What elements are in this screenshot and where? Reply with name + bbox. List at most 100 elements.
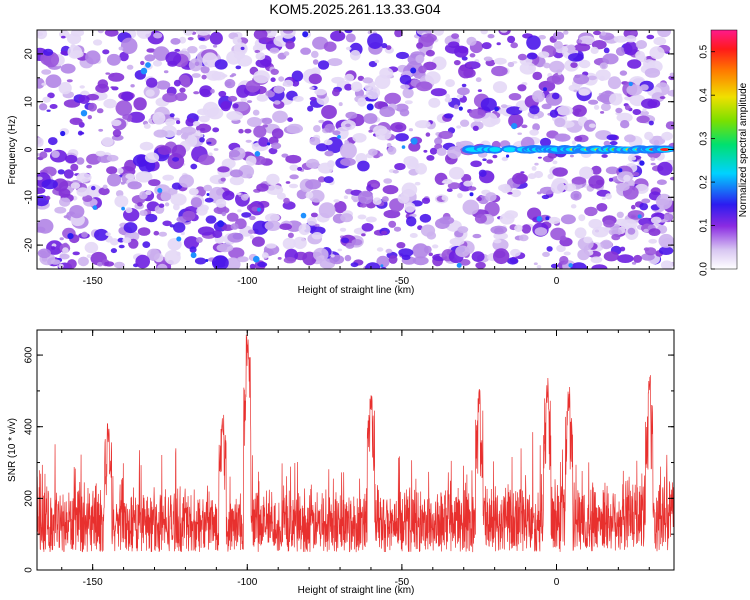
spectrogram-blob-strong xyxy=(536,216,543,222)
spectrogram-blob xyxy=(228,149,241,158)
spectrogram-blob xyxy=(421,197,431,204)
spectrogram-blob xyxy=(245,139,252,143)
spectrogram-blob xyxy=(643,228,649,233)
spectrogram-blob xyxy=(363,113,378,124)
spectrogram-blob xyxy=(603,140,611,147)
spectrogram-blob-strong xyxy=(257,207,261,212)
spectrogram-blob xyxy=(556,105,574,116)
spectrogram-blob xyxy=(139,210,148,216)
spectrogram-blob xyxy=(279,223,293,230)
y-tick-label: 10 xyxy=(24,96,35,108)
spectrogram-blob xyxy=(60,63,76,74)
spectrogram-blob xyxy=(351,239,363,246)
spectrogram-blob xyxy=(660,260,673,269)
spectrogram-blob xyxy=(105,232,111,237)
spectrogram-blob xyxy=(608,177,614,182)
spectrogram-blob xyxy=(113,261,125,269)
spectrogram-blob xyxy=(37,77,45,89)
spectrogram-blob xyxy=(338,102,343,107)
spectrogram-blob xyxy=(448,166,465,180)
spectrogram-blob xyxy=(213,44,218,48)
spectrogram-blob xyxy=(600,103,611,112)
spectrogram-blob xyxy=(519,62,536,75)
spectrogram-blob xyxy=(401,182,418,197)
spectrogram-blob xyxy=(101,137,114,147)
spectrogram-blob xyxy=(665,121,674,130)
spectrogram-blob xyxy=(396,242,406,249)
spectrogram-blob xyxy=(609,141,618,146)
spectrogram-blob xyxy=(314,88,327,96)
spectrogram-blob xyxy=(110,86,115,89)
spectrogram-blob xyxy=(480,97,497,112)
spectrogram-blob xyxy=(45,74,62,88)
spectrogram-blob xyxy=(265,243,277,249)
spectrogram-blob xyxy=(206,107,224,120)
spectrogram-blob xyxy=(455,245,470,258)
spectrogram-blob xyxy=(394,163,406,171)
spectrogram-blob xyxy=(384,92,402,105)
spectrogram-blob xyxy=(236,192,242,196)
spectrogram-blob xyxy=(461,56,468,61)
spectrogram-blob-strong xyxy=(121,206,125,211)
spectrogram-blob xyxy=(393,226,402,232)
spectrogram-blob xyxy=(350,262,359,268)
spectrogram-blob xyxy=(669,72,674,77)
spectrogram-blob xyxy=(281,153,289,158)
spectrogram-blob xyxy=(170,193,187,206)
spectrogram-blob xyxy=(620,120,630,129)
spectrogram-blob xyxy=(196,123,212,133)
spectrogram-blob xyxy=(368,129,373,133)
spectrogram-blob xyxy=(321,105,337,119)
spectrogram-blob xyxy=(57,169,65,175)
spectrogram-blob xyxy=(317,60,330,70)
spectrogram-blob-strong xyxy=(80,110,88,117)
spectrogram-blob xyxy=(365,216,377,223)
spectrogram-blob xyxy=(344,83,353,91)
spectrogram-blob xyxy=(397,193,410,204)
spectrogram-blob xyxy=(157,263,168,269)
spectrogram-blob xyxy=(361,233,366,237)
spectrogram-blob xyxy=(420,33,437,43)
spectrogram-blob xyxy=(472,125,479,131)
spectrogram-blob-strong xyxy=(506,154,510,158)
spectrogram-blob xyxy=(183,236,200,250)
spectrogram-blob xyxy=(153,230,160,236)
spectrogram-blob xyxy=(152,60,163,67)
spectrogram-blob-strong xyxy=(494,106,499,112)
spectrogram-blob-strong xyxy=(206,193,210,196)
spectrogram-blob xyxy=(146,48,156,53)
spectrogram-blob xyxy=(642,108,647,112)
spectrogram-blob xyxy=(345,242,355,249)
spectrogram-blob xyxy=(188,188,199,196)
spectrogram-blob xyxy=(115,190,124,197)
spectrogram-y-label: Frequency (Hz) xyxy=(7,116,18,185)
x-tick-label: 0 xyxy=(554,577,560,588)
spectrogram-blob xyxy=(404,202,416,213)
spectrogram-blob xyxy=(494,57,507,65)
spectrogram-blob xyxy=(153,32,163,39)
spectrogram-blob xyxy=(105,72,110,75)
spectrogram-blob xyxy=(630,156,637,161)
spectrogram-blob xyxy=(546,75,561,84)
spectrogram-blob xyxy=(37,187,46,194)
spectrogram-blob xyxy=(462,199,480,215)
spectrogram-blob xyxy=(171,144,186,159)
spectrogram-blob xyxy=(428,252,434,257)
spectrogram-blob xyxy=(461,83,467,88)
spectrogram-blob xyxy=(340,157,356,167)
spectrogram-blob xyxy=(237,256,249,263)
spectrogram-blob xyxy=(110,248,117,254)
spectrogram-blob xyxy=(185,135,198,147)
spectrogram-blob xyxy=(229,74,234,78)
spectrogram-blob xyxy=(430,88,447,97)
spectrogram-blob xyxy=(140,60,145,66)
spectrogram-blob xyxy=(517,84,527,92)
spectrogram-blob xyxy=(623,41,638,56)
spectrogram-blob xyxy=(550,180,565,194)
spectrogram-blob xyxy=(419,213,432,223)
spectrogram-blob xyxy=(531,166,537,171)
spectrogram-blob xyxy=(261,252,269,259)
spectrogram-blob xyxy=(198,37,206,41)
spectrogram-blob xyxy=(139,141,154,151)
spectrogram-blob xyxy=(187,37,194,41)
